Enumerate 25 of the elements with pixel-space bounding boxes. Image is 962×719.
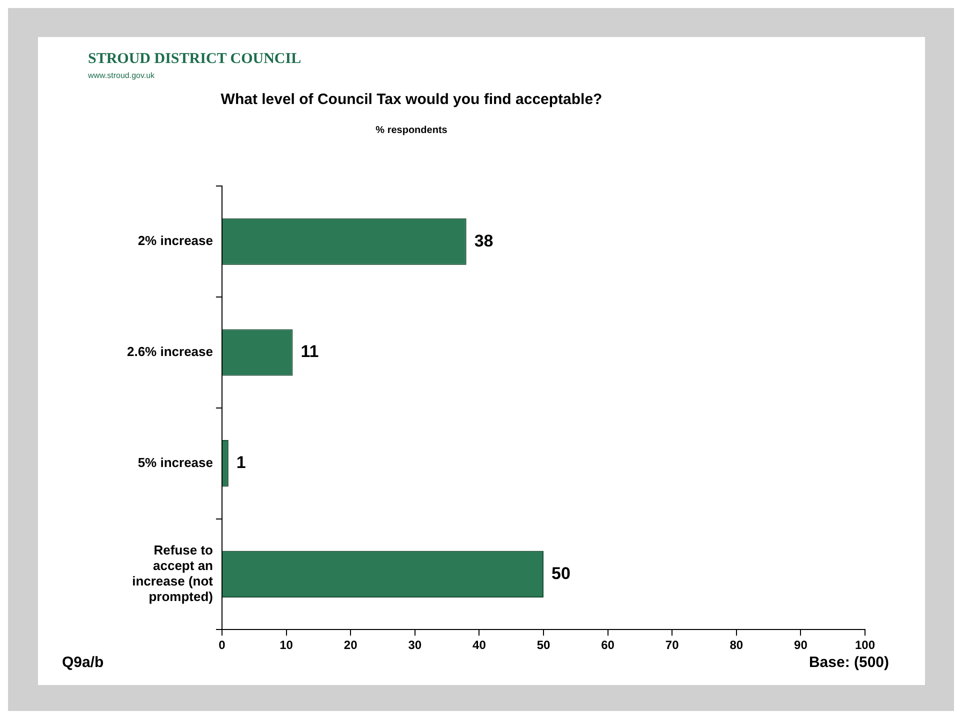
x-tick-label: 50 (536, 638, 550, 652)
x-tick-label: 60 (601, 638, 615, 652)
x-tick-label: 80 (730, 638, 744, 652)
text: STROUD DISTRICT COUNCIL (88, 51, 302, 68)
x-tick-label: 70 (665, 638, 680, 652)
x-tick-label: 100 (854, 638, 876, 652)
data-label: 50 (552, 564, 570, 583)
x-tick-label: 90 (794, 638, 808, 652)
chart-title: What level of Council Tax would you find acceptable? (220, 91, 604, 108)
x-tick-label: 30 (408, 638, 422, 652)
data-label: 38 (474, 231, 494, 250)
data-label: 1 (236, 453, 246, 472)
text: www.stroud.gov.uk (88, 71, 155, 80)
x-tick-label: 20 (344, 638, 358, 652)
x-tick-label: 40 (472, 638, 486, 652)
x-tick-label: 0 (218, 638, 226, 652)
y-tick-label: 2% increase (138, 233, 213, 248)
y-tick-label: 2.6% increase (126, 344, 213, 360)
chart-subtitle: % respondents (374, 125, 448, 136)
y-tick-label: 5% increase (138, 454, 213, 470)
y-tick-label: Refuse to accept an increase (not prompted) (132, 542, 214, 604)
data-label: 11 (300, 342, 319, 362)
text: Base: (500) (808, 654, 889, 671)
text: Q9a/b (62, 654, 104, 671)
x-tick-label: 10 (280, 638, 294, 652)
